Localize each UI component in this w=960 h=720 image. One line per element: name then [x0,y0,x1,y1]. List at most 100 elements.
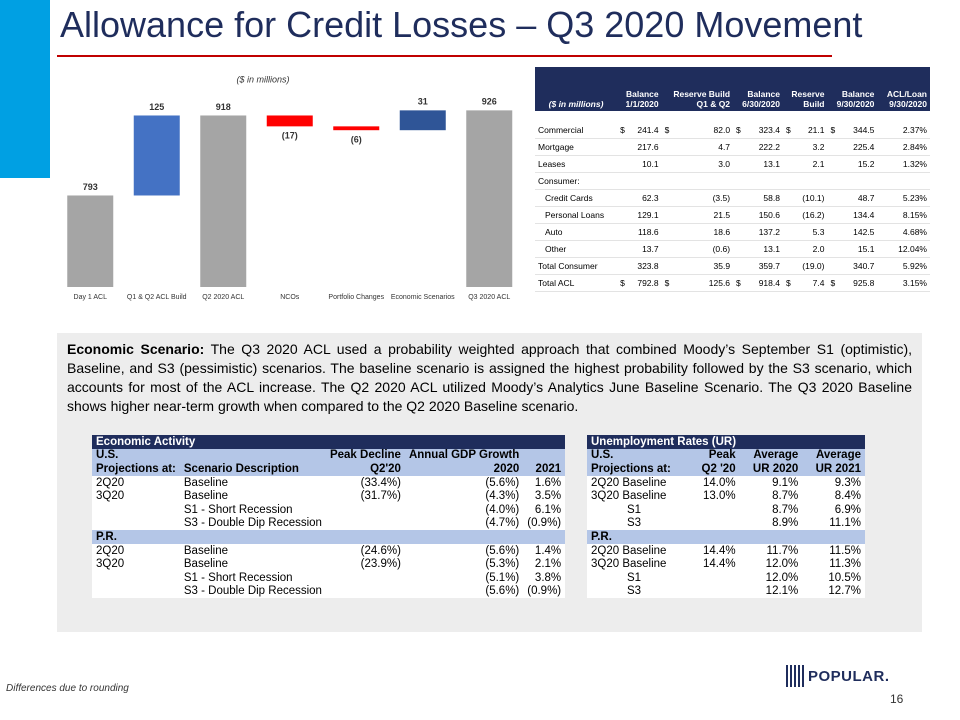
cell: 11.3% [802,557,865,571]
x-tick-label: NCOs [280,294,300,301]
cell [690,516,740,531]
cell: 18.6 [661,223,734,241]
cell: 12.1% [739,584,803,599]
cell: 11.1% [802,516,865,531]
cell: (5.1%) [404,570,524,585]
cell: 3Q20 Baseline [587,489,691,503]
header-row: Projections at: Scenario Description Q2'20… [92,462,566,476]
cell: 150.6 [733,206,783,224]
header-cell: Peak [690,448,740,463]
section-name: P.R. [92,530,566,544]
header-line: ($ in millions) [548,99,604,109]
cell: 4.7 [661,138,734,156]
cell: 3.8% [523,570,566,585]
cell: 2Q20 Baseline [587,543,691,558]
cell: 137.2 [733,223,783,241]
section-row: P.R. [92,530,566,544]
x-tick-label: Q3 2020 ACL [468,294,510,301]
currency-sign: $ [736,278,741,288]
cell: 12.04% [877,240,930,258]
cell: 2.1 [782,155,828,173]
cell: 13.1 [733,155,783,173]
cell: 134.4 [827,206,878,224]
header-row: ($ in millions) Balance 1/1/2020 Reserve Bu… [535,67,930,111]
cell: S3 - Double Dip Recession [179,584,326,599]
accent-bar [0,0,50,178]
header-cell: Peak Decline [325,448,405,463]
currency-sign: $ [620,278,625,288]
header-line: Build [803,99,825,109]
cell: 6.1% [523,502,566,517]
cell: (23.9%) [325,557,405,571]
row-label: Commercial [535,111,618,139]
cell: 21.5 [661,206,734,224]
title-row: Unemployment Rates (UR) [587,435,865,449]
cell: 11.7% [739,543,803,558]
cell: S3 - Double Dip Recession [179,516,326,531]
cell [92,516,180,531]
header-row: Projections at: Q2 '20 UR 2020 UR 2021 [587,462,865,476]
cell: 8.9% [739,516,803,531]
cell: 142.5 [827,223,878,241]
cell: $792.8 [617,274,662,292]
row-label: Leases [535,155,618,173]
currency-sign: $ [620,125,625,135]
header-line: 6/30/2020 [742,99,780,109]
cell: $82.0 [661,111,734,139]
cell: Baseline [179,489,326,503]
cell [325,502,405,517]
section-name: P.R. [587,530,865,544]
header-line: Q1 & Q2 [696,99,731,109]
header-cell: Projections at: [92,462,180,476]
table-row: Personal Loans 129.1 21.5 150.6 (16.2) 134.4 8… [535,206,930,224]
header-line: Reserve Build [673,89,731,99]
cell: $344.5 [827,111,878,139]
cell: (5.3%) [404,557,524,571]
table-row: Other 13.7 (0.6) 13.1 2.0 15.1 12.04% [535,240,930,258]
cell: 35.9 [661,257,734,275]
empty-cell [827,172,878,190]
table-row: S3 - Double Dip Recession (5.6%) (0.9%) [92,584,566,599]
cell: 5.92% [877,257,930,275]
cell: S1 [587,570,691,585]
value-label: (17) [282,131,298,141]
title-row: Economic Activity [92,435,566,449]
cell: S3 [587,516,691,531]
table-row: Leases 10.1 3.0 13.1 2.1 15.2 1.32% [535,155,930,173]
cell: (4.7%) [404,516,524,531]
cell: (5.6%) [404,543,524,558]
column-header: Balance 9/30/2020 [827,67,878,111]
table-row: 2Q20 Baseline (24.6%) (5.6%) 1.4% [92,543,566,558]
value-label: 926 [482,97,497,107]
empty-cell [877,172,930,190]
cell: S3 [587,584,691,599]
cell: 9.3% [802,475,865,490]
currency-sign: $ [736,125,741,135]
table-row: Credit Cards 62.3 (3.5) 58.8 (10.1) 48.7 5.23% [535,189,930,207]
cell-value: 323.4 [758,125,780,135]
column-header: Reserve Build [782,67,828,111]
cell [690,584,740,599]
cell: (5.6%) [404,475,524,490]
header-cell: 2021 [523,462,566,476]
cell: Baseline [179,543,326,558]
cell: 8.7% [739,502,803,517]
chart-subtitle: ($ in millions) [236,74,289,84]
cell: 2.37% [877,111,930,139]
column-header: Balance 1/1/2020 [617,67,662,111]
cell: (24.6%) [325,543,405,558]
cell: 340.7 [827,257,878,275]
header-cell: Scenario Description [179,462,326,476]
cell: 9.1% [739,475,803,490]
cell: (4.0%) [404,502,524,517]
table-row: 3Q20 Baseline (31.7%) (4.3%) 3.5% [92,489,566,503]
cell [325,570,405,585]
cell: 5.3 [782,223,828,241]
cell [92,584,180,599]
cell: 2.0 [782,240,828,258]
cell: Baseline [179,475,326,490]
cell-value: 82.0 [713,125,731,135]
header-cell: 2020 [404,462,524,476]
cell: 5.23% [877,189,930,207]
bar [133,115,180,196]
